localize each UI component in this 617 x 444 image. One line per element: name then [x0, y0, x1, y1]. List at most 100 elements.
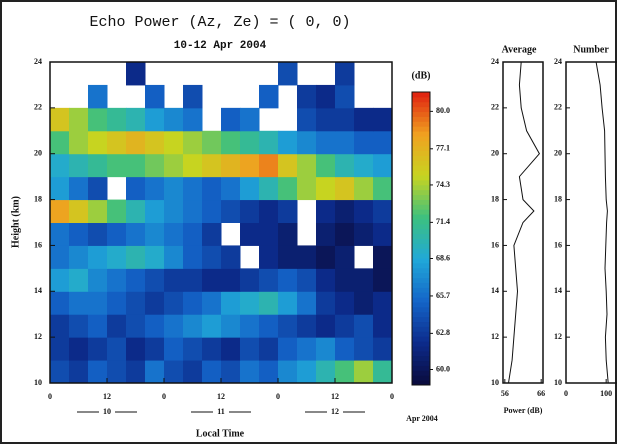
x-tick-label: 12: [217, 392, 225, 401]
heat-cell: [335, 153, 355, 178]
heat-cell: [88, 268, 108, 292]
y-tick-label: 16: [34, 240, 42, 249]
heat-cell: [50, 107, 70, 132]
heat-cell: [164, 337, 184, 361]
colorbar-segment: [412, 297, 430, 303]
heat-cell: [107, 130, 127, 155]
heat-cell: [259, 84, 279, 109]
y-tick-label: 24: [34, 57, 42, 66]
heat-cell: [164, 360, 184, 384]
heat-cell: [259, 176, 279, 201]
heat-cell: [50, 130, 70, 155]
heat-cell: [335, 176, 355, 201]
colorbar-segment: [412, 96, 430, 103]
y-tick-label: 14: [34, 286, 42, 295]
heat-cell: [316, 130, 336, 155]
colorbar-tick-label: 77.1: [436, 144, 450, 153]
heat-cell: [69, 268, 89, 292]
heat-cell: [126, 222, 146, 246]
x-tick-label: 100: [600, 389, 612, 398]
heat-cell: [126, 314, 146, 338]
heat-cell: [259, 314, 279, 338]
heat-cell: [183, 291, 203, 315]
y-tick-label: 16: [491, 240, 499, 249]
y-tick-label: 10: [34, 378, 42, 387]
heat-cell: [373, 245, 393, 269]
heat-cell: [126, 337, 146, 361]
heat-cell: [297, 314, 317, 338]
heat-cell: [373, 360, 393, 384]
heat-cell: [126, 268, 146, 292]
heat-cell: [88, 360, 108, 384]
x-tick-label: 12: [103, 392, 111, 401]
colorbar-segment: [412, 160, 430, 166]
heat-cell: [183, 176, 203, 201]
heat-cell: [183, 153, 203, 178]
heat-cell: [145, 153, 165, 178]
y-tick-label: 16: [554, 240, 562, 249]
heat-cell: [316, 176, 336, 201]
heat-cell: [107, 245, 127, 269]
colorbar-segment: [412, 243, 430, 249]
heat-cell: [107, 337, 127, 361]
heat-cell: [183, 360, 203, 384]
heat-cell: [202, 337, 222, 361]
heat-cell: [240, 176, 260, 201]
colorbar-segment: [412, 321, 430, 327]
colorbar-segment: [412, 370, 430, 376]
heat-cell: [278, 268, 298, 292]
colorbar-segment: [412, 209, 430, 215]
heat-cell: [183, 314, 203, 338]
heat-cell: [69, 107, 89, 132]
y-tick-label: 18: [554, 194, 562, 203]
heat-cell: [297, 130, 317, 155]
heat-cell: [145, 245, 165, 269]
colorbar-segment: [412, 175, 430, 181]
y-tick-label: 22: [491, 103, 499, 112]
heat-cell: [145, 222, 165, 246]
heat-cell: [183, 337, 203, 361]
heat-cell: [335, 84, 355, 109]
day-label: 12: [331, 407, 339, 416]
heat-cell: [107, 153, 127, 178]
colorbar-segment: [412, 155, 430, 161]
heat-cell: [107, 314, 127, 338]
colorbar-segment: [412, 331, 430, 337]
colorbar-segment: [412, 287, 430, 293]
y-tick-label: 22: [34, 103, 42, 112]
heat-cell: [354, 291, 374, 315]
heat-cell: [354, 107, 374, 132]
heat-cell: [373, 314, 393, 338]
heat-cell: [69, 291, 89, 315]
heat-cell: [145, 176, 165, 201]
colorbar-segment: [412, 272, 430, 279]
heat-cell: [202, 291, 222, 315]
heat-cell: [335, 337, 355, 361]
y-tick-label: 20: [34, 149, 42, 158]
heat-cell: [373, 337, 393, 361]
heat-cell: [221, 314, 241, 338]
heat-cell: [164, 176, 184, 201]
heat-cell: [259, 222, 279, 246]
heat-cell: [221, 130, 241, 155]
y-tick-label: 12: [554, 332, 562, 341]
heat-cell: [88, 153, 108, 178]
heat-cell: [221, 107, 241, 132]
x-tick-label: 0: [390, 392, 394, 401]
heat-cell: [278, 62, 298, 86]
heat-cell: [69, 199, 89, 223]
heat-cell: [88, 245, 108, 269]
heat-cell: [145, 314, 165, 338]
colorbar-segment: [412, 218, 430, 225]
heat-cell: [164, 314, 184, 338]
heat-cell: [297, 153, 317, 178]
heat-cell: [354, 153, 374, 178]
heat-cell: [88, 337, 108, 361]
y-tick-label: 20: [491, 149, 499, 158]
heat-cell: [50, 245, 70, 269]
colorbar-segment: [412, 262, 430, 269]
colorbar-tick-label: 71.4: [436, 217, 450, 226]
heat-cell: [373, 130, 393, 155]
heat-cell: [240, 199, 260, 223]
